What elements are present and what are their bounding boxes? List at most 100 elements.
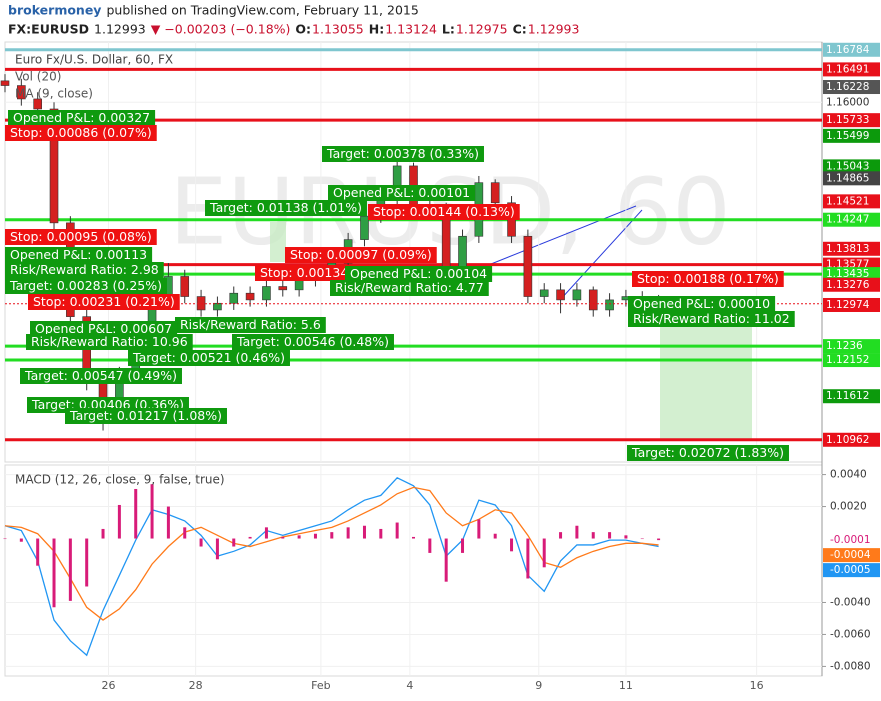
annotation-box [345,266,493,282]
histogram-bar [183,527,187,539]
y-tick-label: 0.0020 [830,501,867,513]
annotation-box [627,445,789,461]
price-tag [823,80,880,95]
ohlc-value: 1.13055 [312,22,364,37]
annotation-box [5,262,164,278]
x-tick-label: 4 [406,679,413,692]
histogram-bar [150,484,154,539]
price-tag-label: 1.15733 [826,114,869,126]
candle-body [605,299,614,311]
annotation-box [285,247,437,263]
x-tick-label: 11 [619,679,633,692]
histogram-bar [640,538,644,540]
annotation-label: Opened P&L: 0.00607 [35,321,172,336]
annotation-box [26,334,193,350]
y-tick-label: -0.0080 [830,660,871,672]
price-tag-label: 1.16784 [826,44,870,56]
annotation-label: Target: 0.00546 (0.48%) [236,334,389,349]
histogram-bar [36,538,40,566]
histogram-bar [624,535,628,539]
price-tag-label: 1.15043 [826,160,869,172]
annotation-box [205,200,367,216]
macd-title: MACD (12, 26, close, 9, false, true) [15,473,225,487]
levels [5,48,822,442]
annotation-box [368,204,520,220]
histogram-bar [3,538,7,540]
indicator-label: MA (9, close) [15,87,93,101]
x-tick-label: 26 [101,679,115,692]
x-tick-label: 9 [535,679,542,692]
price-tag-label: 1.16491 [826,63,869,75]
price-tag [823,241,880,256]
histogram-bar [461,538,465,553]
price-tag [823,432,880,447]
candle-body [360,215,369,240]
annotation-label: Stop: 0.00097 (0.09%) [290,247,432,262]
price-tag [823,212,880,227]
annotation-box [5,125,157,141]
annotation-label: Opened P&L: 0.00104 [350,266,487,281]
price-tag-label: 1.13276 [826,279,870,291]
last-price: 1.12993 [94,22,146,37]
histogram-bar [657,538,661,541]
histogram-bar [428,538,432,553]
histogram-bar [19,538,23,542]
price-tag-label: 1.16228 [826,81,869,93]
histogram-bar [362,525,366,539]
price-tag-label: 1.12974 [826,299,870,311]
annotation-label: Stop: 0.00231 (0.21%) [33,294,175,309]
price-tag-label: 1.14247 [826,214,869,226]
histogram-bar [264,527,268,539]
ohlc-value: 1.12975 [456,22,508,37]
histogram-bar [232,538,236,547]
histogram-bar [608,532,612,539]
price-tag [823,62,880,77]
histogram-bar [52,538,56,608]
candle-body [572,289,582,301]
histogram-bar [248,536,252,539]
price-change: ▼ −0.00203 (−0.18%) [151,22,291,37]
indicator-label: Vol (20) [15,70,61,84]
annotation-box [128,350,290,366]
candle-body [458,235,467,271]
target-zone [270,222,286,262]
annotation-label: Target: 0.01138 (1.01%) [209,200,362,215]
annotation-label: Opened P&L: 0.00010 [633,296,770,311]
annotation-label: Risk/Reward Ratio: 11.02 [633,311,790,326]
annotation-label: Risk/Reward Ratio: 2.98 [10,262,159,277]
candle-body [229,292,239,304]
value-tag [823,563,880,578]
histogram-bar [559,532,563,539]
annotation-box [322,146,484,162]
annotation-label: Opened P&L: 0.00327 [13,110,150,125]
histogram-bar [395,522,399,539]
price-tag [823,128,880,143]
candle-body [539,289,549,297]
price-tag-label: 1.15499 [826,130,869,142]
value-tag-label: -0.0001 [830,534,871,546]
annotation-box [628,311,795,327]
ohlc-label: H: [369,22,384,37]
candle-body [17,85,26,100]
price-tag [823,267,880,282]
annotation-label: Target: 0.00283 (0.25%) [9,278,162,293]
candle-body [245,292,255,301]
annotation-label: Risk/Reward Ratio: 10.96 [31,334,188,349]
price-tag [823,353,880,368]
histogram-bar [215,538,219,560]
histogram-bar [68,538,72,601]
histogram-bar [313,533,317,539]
candle-body [490,182,500,204]
published-text: published on TradingView.com, February 1… [106,3,418,18]
ohlc-label: O: [295,22,311,37]
candle-body [33,98,42,110]
annotation-label: Opened P&L: 0.00113 [10,247,147,262]
value-tag [823,548,880,563]
annotation-box [232,334,394,350]
price-tag-label: 1.1236 [826,340,863,352]
price-tag [823,159,880,174]
macd [3,476,661,657]
macd-line [4,476,659,657]
candle-body [523,235,533,297]
